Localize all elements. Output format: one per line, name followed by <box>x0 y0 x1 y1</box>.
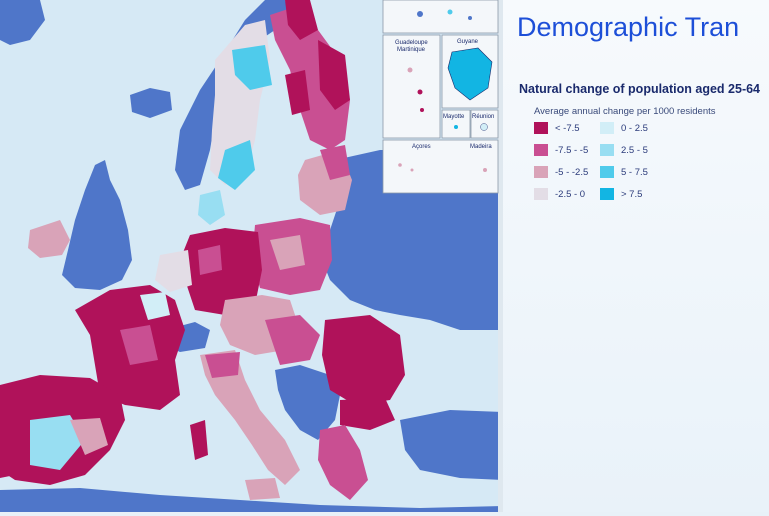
inset-top <box>382 0 499 34</box>
legend-item: < -7.5 <box>534 122 580 134</box>
finland-east-region <box>318 40 350 110</box>
inset-label-reunion: Réunion <box>472 114 494 120</box>
legend-label: 0 - 2.5 <box>621 122 648 134</box>
legend-item: > 7.5 <box>600 188 642 200</box>
hungary-region <box>265 315 320 365</box>
inset-guyane <box>441 34 499 109</box>
sweden-south-region <box>218 140 255 190</box>
spain-east-region <box>70 418 108 455</box>
eu-regions <box>0 0 405 500</box>
legend-swatch <box>534 166 548 178</box>
legend-label: > 7.5 <box>621 188 643 200</box>
italy-region <box>200 350 300 485</box>
poland-central-region <box>270 235 305 270</box>
map-canvas: Guadeloupe Martinique Guyane Mayotte Réu… <box>0 0 503 512</box>
balkans-shape <box>275 365 340 440</box>
legend-label: 2.5 - 5 <box>621 144 648 156</box>
legend-item: -5 - -2.5 <box>534 166 588 178</box>
estonia-region <box>320 145 350 180</box>
legend-swatch <box>600 188 614 200</box>
bulgaria-region <box>340 398 395 430</box>
legend-caption: Average annual change per 1000 residents <box>534 106 716 117</box>
spain-central-region <box>30 415 85 470</box>
inset-label-guyane: Guyane <box>457 39 479 45</box>
inset-mayotte <box>441 109 471 139</box>
legend-label: < -7.5 <box>555 122 580 134</box>
greenland-shape <box>0 0 45 45</box>
europe-map: Guadeloupe Martinique Guyane Mayotte Réu… <box>0 0 503 512</box>
finland-region <box>270 5 350 150</box>
inset-label-guadeloupe: Guadeloupe <box>395 40 428 46</box>
greece-region <box>318 425 368 500</box>
legend-swatch <box>534 188 548 200</box>
legend-label: -2.5 - 0 <box>555 188 586 200</box>
legend-swatch <box>534 144 548 156</box>
legend-swatch <box>600 122 614 134</box>
paris-region <box>140 292 170 320</box>
legend-item: 2.5 - 5 <box>600 144 648 156</box>
legend-swatch <box>534 122 548 134</box>
map-subtitle: Natural change of population aged 25-64 <box>519 82 761 96</box>
inset-label-acores: Açores <box>412 144 431 150</box>
portugal-region <box>0 392 22 478</box>
map-divider <box>498 0 503 512</box>
legend-panel: Demographic Tran Natural change of popul… <box>503 0 769 512</box>
france-central-region <box>120 325 158 365</box>
uk-shape <box>62 160 132 290</box>
north-africa-shape <box>0 488 503 512</box>
denmark-region <box>198 190 225 225</box>
germany-west-region <box>198 245 222 275</box>
legend-label: -7.5 - -5 <box>555 144 589 156</box>
eastern-europe-shape <box>320 150 503 330</box>
inset-label-mayotte: Mayotte <box>443 114 465 120</box>
inset-label-martinique: Martinique <box>397 47 426 53</box>
ireland-region <box>28 220 70 258</box>
page-title: Demographic Tran <box>517 12 740 42</box>
sweden-north-region <box>232 45 272 90</box>
romania-region <box>322 315 405 405</box>
sardinia-region <box>190 420 208 460</box>
finland-north-region <box>285 0 318 40</box>
legend-item: 0 - 2.5 <box>600 122 648 134</box>
legend-label: 5 - 7.5 <box>621 166 648 178</box>
legend-swatch <box>600 166 614 178</box>
legend-item: -7.5 - -5 <box>534 144 588 156</box>
legend-item: 5 - 7.5 <box>600 166 648 178</box>
turkey-shape <box>400 410 503 480</box>
sicily-region <box>245 478 280 500</box>
inset-acores-madeira <box>382 139 499 194</box>
iceland-shape <box>130 88 172 118</box>
finland-central-region <box>285 70 310 115</box>
benelux-region <box>155 250 192 292</box>
north-italy-region <box>205 352 240 378</box>
inset-reunion <box>470 109 499 139</box>
legend-label: -5 - -2.5 <box>555 166 589 178</box>
legend-swatch <box>600 144 614 156</box>
inset-guadeloupe-martinique <box>382 34 441 139</box>
legend-item: -2.5 - 0 <box>534 188 585 200</box>
inset-label-madeira: Madeira <box>470 144 492 150</box>
